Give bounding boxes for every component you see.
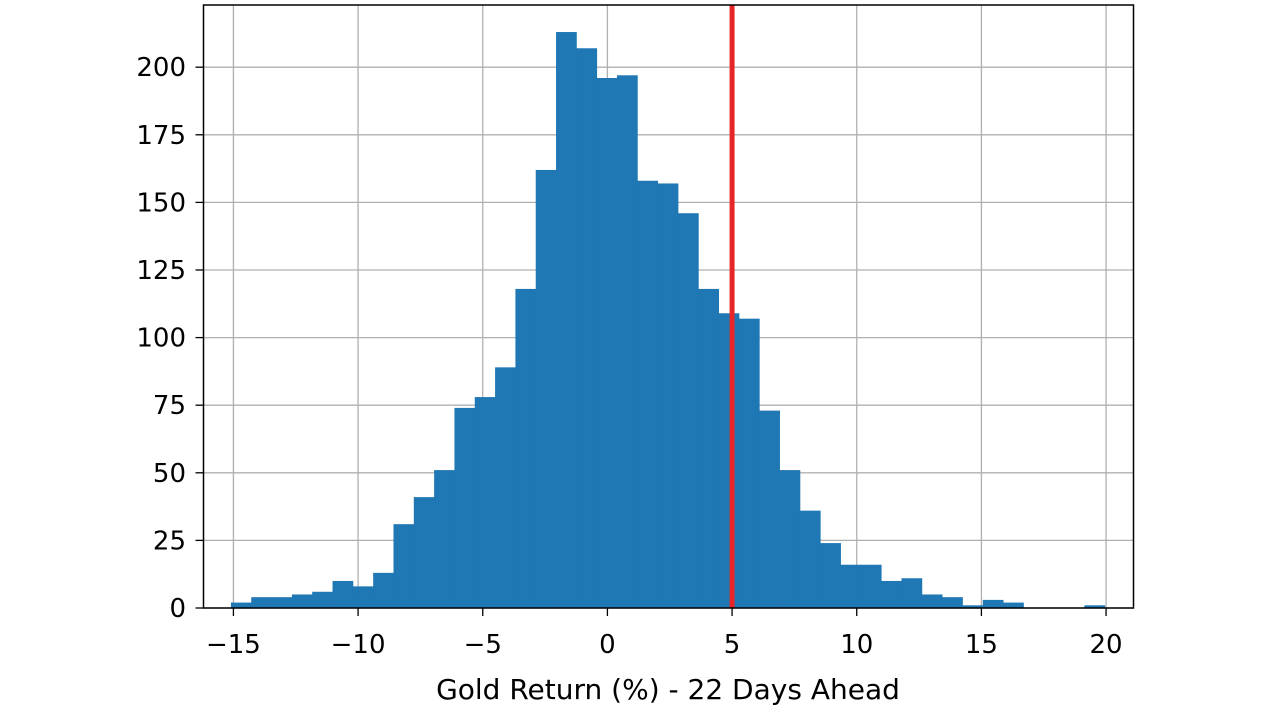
- histogram-bar: [779, 470, 801, 608]
- histogram-bar: [962, 605, 984, 608]
- histogram-bar: [230, 602, 252, 608]
- histogram-bar: [738, 318, 760, 608]
- histogram-bar: [657, 183, 679, 608]
- histogram-bar: [535, 169, 557, 609]
- histogram-bar: [413, 497, 435, 608]
- histogram-bars: [230, 32, 1106, 609]
- x-tick-label: −5: [464, 630, 502, 660]
- x-tick-label: 5: [724, 630, 741, 660]
- histogram-bar: [576, 48, 598, 608]
- histogram-bar: [759, 410, 780, 608]
- histogram-bar: [942, 597, 963, 608]
- histogram-bar: [860, 564, 882, 608]
- x-tick-label: −10: [331, 630, 386, 660]
- y-tick-label: 100: [136, 324, 186, 354]
- histogram-bar: [921, 594, 943, 608]
- x-tick-label: 10: [840, 630, 873, 660]
- histogram-bar: [901, 578, 923, 608]
- histogram-bar: [698, 288, 720, 608]
- y-tick-label: 75: [153, 391, 186, 421]
- histogram-bar: [474, 397, 496, 608]
- histogram-bar: [352, 586, 374, 608]
- histogram-bar: [982, 599, 1004, 608]
- y-axis-ticks: 0 25 50 75 100 125 150 175 200: [136, 53, 204, 624]
- histogram-bar: [495, 367, 516, 608]
- x-tick-label: −15: [206, 630, 261, 660]
- y-tick-label: 50: [153, 459, 186, 489]
- x-axis-ticks: −15 −10 −5 0 5 10 15 20: [206, 608, 1123, 660]
- histogram-bar: [840, 564, 862, 608]
- histogram-bar: [393, 524, 415, 608]
- histogram-bar: [1084, 605, 1106, 608]
- histogram-bar: [718, 313, 740, 608]
- histogram-bar: [291, 594, 313, 608]
- histogram-bar: [596, 78, 618, 608]
- histogram-bar: [332, 580, 354, 608]
- y-tick-label: 125: [136, 256, 186, 286]
- x-tick-label: 20: [1090, 630, 1123, 660]
- x-axis-label: Gold Return (%) - 22 Days Ahead: [436, 673, 900, 706]
- y-tick-label: 200: [136, 53, 186, 83]
- x-tick-label: 15: [965, 630, 998, 660]
- histogram-bar: [637, 180, 659, 608]
- histogram-bar: [677, 213, 699, 609]
- histogram-bar: [1003, 602, 1024, 608]
- x-tick-label: 0: [599, 630, 616, 660]
- y-tick-label: 25: [153, 526, 186, 556]
- histogram-bar: [312, 591, 333, 608]
- histogram-bar: [820, 543, 841, 608]
- y-tick-label: 175: [136, 121, 186, 151]
- histogram-bar: [454, 407, 476, 608]
- plot-frame: [202, 4, 1135, 609]
- histogram-bar: [271, 597, 293, 608]
- y-tick-label: 0: [169, 594, 186, 624]
- histogram-bar: [251, 597, 272, 608]
- y-tick-label: 150: [136, 188, 186, 218]
- histogram-bar: [799, 510, 821, 608]
- histogram-bar: [515, 288, 537, 608]
- histogram-bar: [881, 580, 902, 608]
- histogram-bar: [556, 32, 577, 609]
- histogram-bar: [617, 75, 638, 608]
- histogram-bar: [373, 572, 394, 608]
- histogram-bar: [434, 470, 455, 608]
